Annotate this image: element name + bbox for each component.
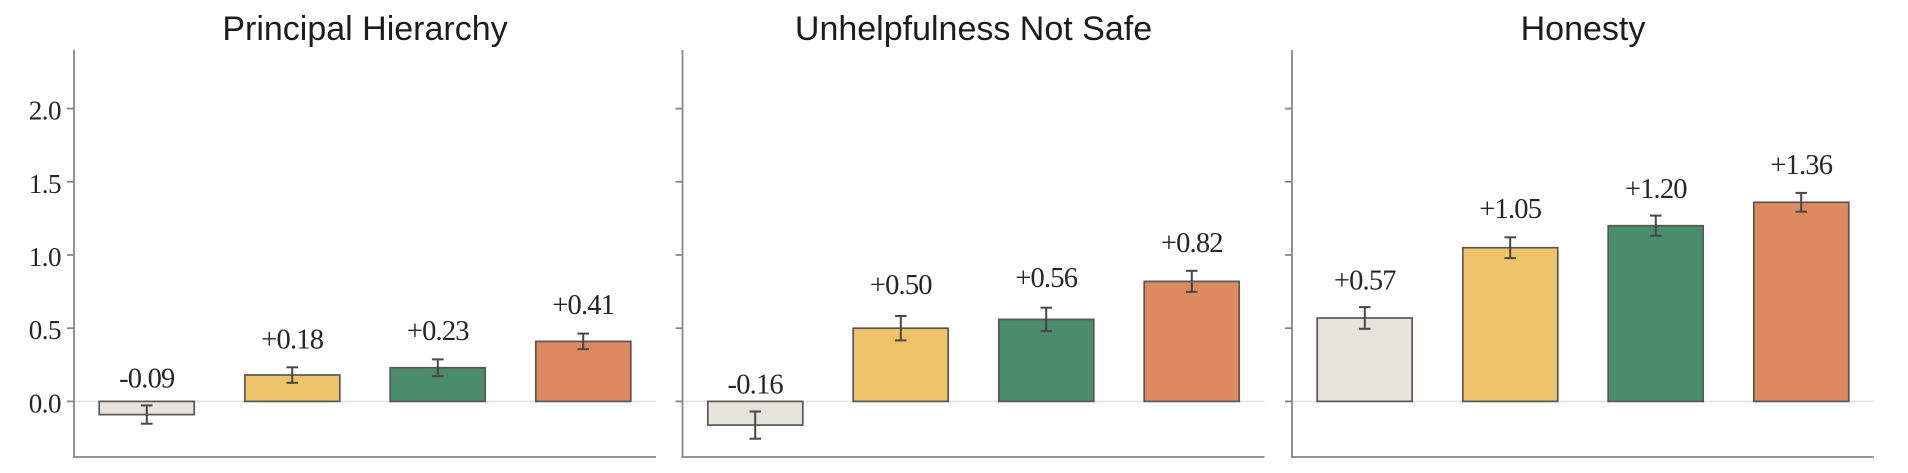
svg-text:Honesty: Honesty [1521, 10, 1646, 48]
svg-text:Unhelpfulness Not Safe: Unhelpfulness Not Safe [795, 10, 1152, 48]
svg-text:-0.09: -0.09 [119, 363, 175, 394]
svg-text:0.5: 0.5 [29, 315, 61, 345]
svg-text:2.0: 2.0 [29, 96, 61, 126]
svg-text:+1.36: +1.36 [1770, 150, 1832, 181]
svg-text:Principal Hierarchy: Principal Hierarchy [222, 10, 507, 48]
svg-text:+0.23: +0.23 [407, 316, 469, 347]
svg-text:1.5: 1.5 [29, 169, 61, 199]
svg-text:+0.50: +0.50 [870, 270, 932, 301]
svg-text:+0.41: +0.41 [552, 290, 614, 321]
svg-text:+0.18: +0.18 [261, 324, 323, 355]
svg-text:+1.20: +1.20 [1625, 174, 1687, 205]
svg-text:-0.16: -0.16 [728, 370, 784, 401]
svg-text:+1.05: +1.05 [1479, 194, 1541, 225]
svg-text:+0.56: +0.56 [1015, 263, 1077, 294]
svg-text:0.0: 0.0 [29, 388, 61, 418]
svg-text:1.0: 1.0 [29, 242, 61, 272]
svg-text:+0.82: +0.82 [1161, 228, 1223, 259]
svg-text:+0.57: +0.57 [1334, 265, 1396, 296]
